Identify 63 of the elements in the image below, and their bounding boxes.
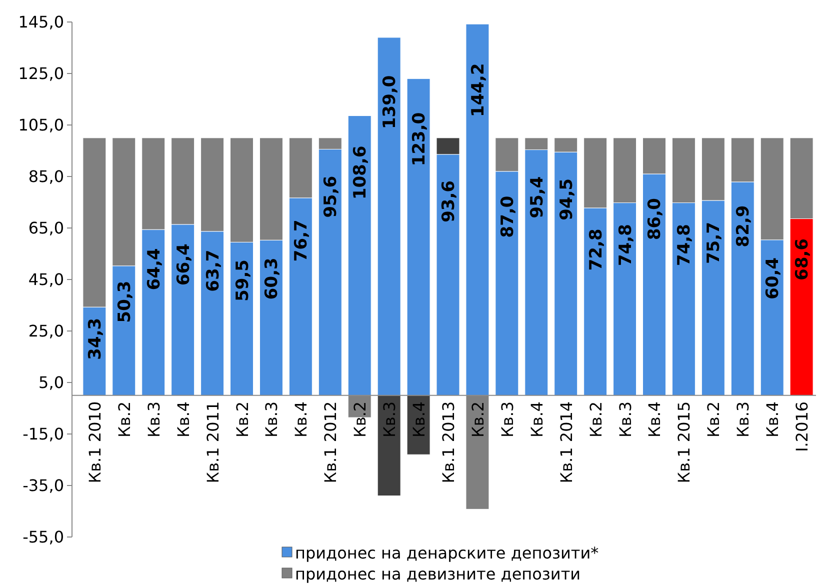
data-label: 108,6 — [350, 146, 371, 200]
x-tick-label: Кв.3 — [144, 401, 164, 438]
data-label: 75,7 — [704, 222, 724, 264]
x-tick-label: Кв.1 2011 — [203, 401, 222, 484]
x-tick-label: Кв.2 — [114, 401, 134, 438]
x-tick-label: Кв.3 — [380, 401, 400, 438]
data-label: 86,0 — [645, 198, 666, 240]
data-label: 93,6 — [439, 180, 459, 222]
data-label: 63,7 — [203, 250, 224, 292]
x-tick-label: Кв.1 2010 — [85, 401, 104, 484]
y-tick-label: 65,0 — [28, 218, 64, 238]
y-tick-label: -35,0 — [22, 476, 64, 496]
data-label: 60,4 — [763, 257, 784, 300]
data-label: 34,3 — [85, 318, 106, 360]
data-label: 60,3 — [262, 258, 282, 300]
data-label: 74,8 — [616, 224, 636, 266]
x-tick-label: Кв.2 — [232, 401, 252, 438]
data-label: 76,7 — [292, 220, 312, 262]
x-tick-label: Кв.4 — [410, 401, 429, 438]
x-tick-label: Кв.2 — [586, 401, 606, 438]
x-tick-label: Кв.2 — [704, 401, 724, 438]
y-tick-label: 85,0 — [28, 167, 64, 186]
data-label: 59,5 — [232, 259, 253, 302]
data-label: 74,8 — [674, 224, 695, 266]
x-tick-label: Кв.1 2012 — [321, 401, 340, 484]
data-label: 68,6 — [792, 238, 813, 280]
data-label: 139,0 — [380, 75, 400, 130]
x-tick-label: Кв.1 2014 — [556, 401, 576, 484]
y-tick-label: -55,0 — [22, 528, 64, 547]
data-label: 72,8 — [586, 228, 606, 271]
x-tick-label: I.2016 — [792, 401, 812, 452]
data-label: 64,4 — [144, 248, 164, 290]
legend-label: придонес на девизните депозити — [295, 564, 581, 584]
x-tick-label: Кв.1 2015 — [674, 401, 694, 484]
x-tick-label: Кв.3 — [616, 401, 635, 438]
y-tick-label: 105,0 — [18, 116, 64, 135]
y-tick-label: 25,0 — [28, 322, 64, 341]
x-tick-label: Кв.4 — [292, 401, 311, 438]
x-tick-label: Кв.3 — [498, 401, 517, 438]
x-tick-label: Кв.2 — [350, 401, 370, 438]
x-tick-label: Кв.1 2013 — [439, 401, 458, 484]
data-label: 50,3 — [114, 280, 135, 323]
x-tick-label: Кв.4 — [527, 401, 546, 438]
x-tick-label: Кв.4 — [174, 401, 193, 438]
x-tick-label: Кв.3 — [734, 401, 753, 438]
x-tick-label: Кв.3 — [262, 401, 282, 438]
x-tick-label: Кв.4 — [645, 401, 664, 438]
data-label: 94,5 — [556, 178, 577, 220]
data-label: 82,9 — [734, 205, 754, 248]
legend-label: придонес на денарските депозити* — [295, 544, 599, 563]
y-tick-label: 125,0 — [18, 64, 64, 84]
data-label: 123,0 — [410, 112, 430, 166]
x-tick-label: Кв.2 — [468, 401, 488, 438]
y-tick-label: 45,0 — [28, 270, 64, 290]
x-tick-label: Кв.4 — [763, 401, 782, 438]
data-label: 144,2 — [468, 63, 488, 117]
data-label: 95,6 — [321, 176, 342, 218]
data-label: 66,4 — [174, 243, 194, 286]
y-tick-label: 5,0 — [38, 373, 64, 392]
data-label: 87,0 — [498, 196, 518, 238]
y-tick-label: 145,0 — [18, 12, 64, 32]
y-tick-label: -15,0 — [22, 424, 64, 444]
data-label: 95,4 — [527, 176, 548, 218]
